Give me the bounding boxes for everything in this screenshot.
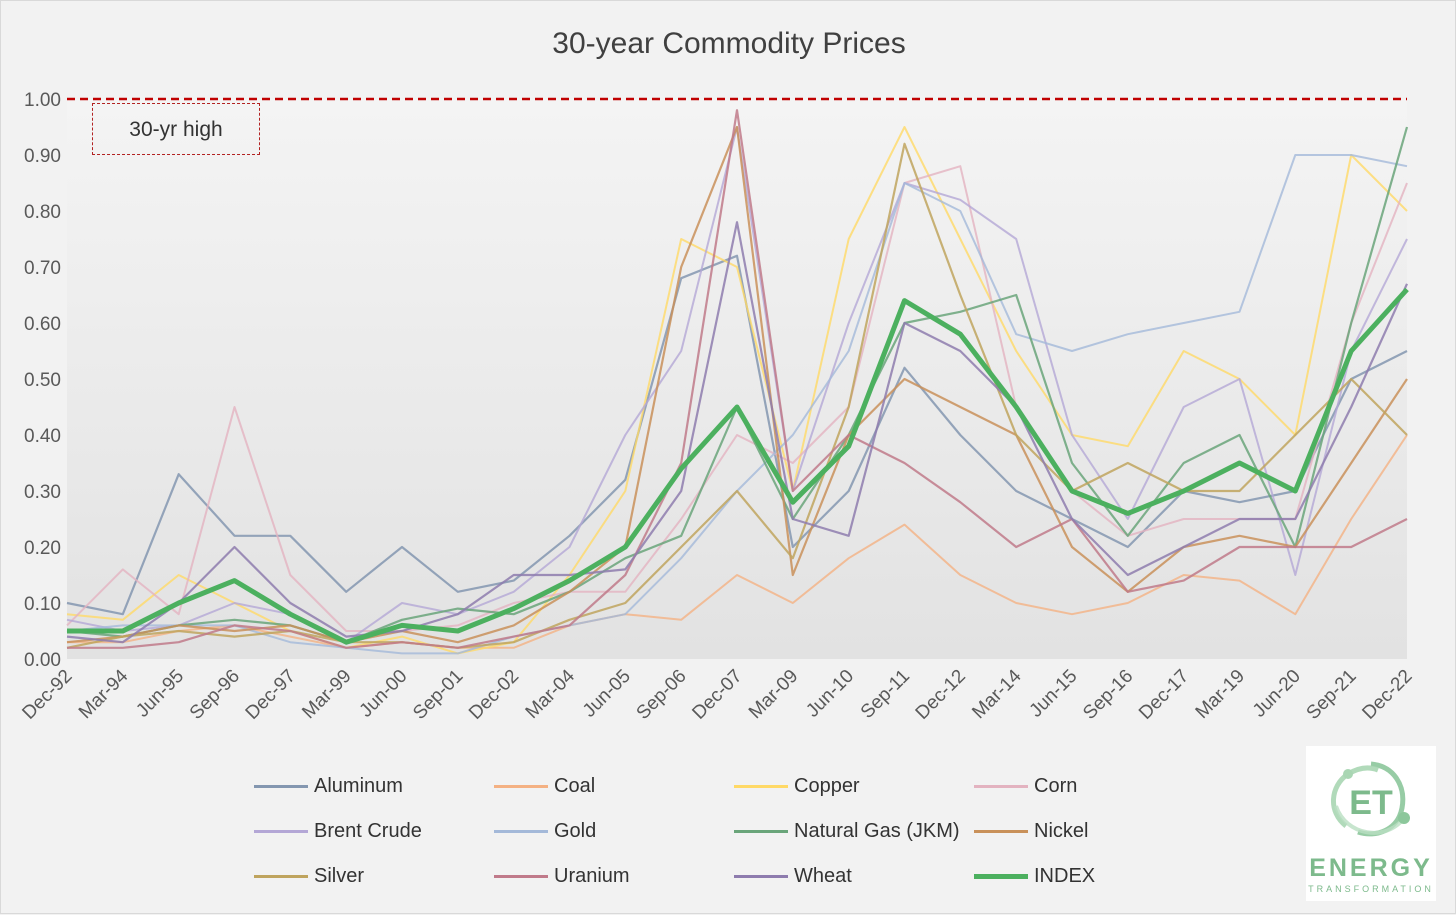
x-tick-label: Jun-10 — [802, 666, 858, 722]
x-tick-label: Dec-22 — [1358, 666, 1416, 724]
x-tick-label: Dec-97 — [242, 666, 300, 724]
legend-item-nickel: Nickel — [974, 816, 1088, 846]
logo-monogram: ET — [1349, 784, 1393, 822]
legend-item-silver: Silver — [254, 861, 364, 891]
x-tick-label: Sep-11 — [857, 666, 914, 723]
energy-transformation-logo: ET ENERGY TRANSFORMATION — [1306, 746, 1436, 901]
legend-label: Aluminum — [314, 774, 403, 797]
y-tick-label: 0.20 — [24, 538, 61, 559]
x-tick-label: Mar-09 — [745, 666, 802, 723]
series-line-index — [67, 287, 1409, 645]
legend-item-index: INDEX — [974, 861, 1095, 891]
y-tick-label: 0.50 — [24, 370, 61, 391]
legend-label: Nickel — [1034, 819, 1089, 842]
legend-item-natural-gas-jkm: Natural Gas (JKM) — [734, 816, 960, 846]
x-tick-label: Sep-96 — [186, 666, 244, 724]
x-tick-label: Jun-20 — [1249, 666, 1305, 722]
x-tick-label: Jun-95 — [132, 666, 188, 722]
legend-label: Natural Gas (JKM) — [794, 819, 960, 842]
x-tick-label: Jun-15 — [1026, 666, 1082, 722]
legend-label: Corn — [1034, 774, 1078, 797]
legend-swatch — [734, 829, 788, 833]
x-tick-label: Mar-04 — [522, 665, 580, 723]
x-tick-label: Mar-94 — [75, 665, 133, 723]
legend-label: Coal — [554, 774, 596, 797]
chart-title: 30-year Commodity Prices — [552, 27, 906, 60]
x-tick-label: Jun-05 — [579, 666, 635, 722]
logo-emblem: ET — [1331, 761, 1410, 837]
legend-item-wheat: Wheat — [734, 861, 852, 891]
x-tick-label: Mar-19 — [1192, 666, 1249, 723]
legend-swatch — [494, 829, 548, 833]
x-tick-label: Dec-12 — [912, 666, 970, 724]
legend-swatch — [254, 829, 308, 833]
y-tick-label: 0.00 — [24, 650, 61, 671]
x-tick-label: Sep-16 — [1079, 666, 1137, 724]
legend-swatch — [734, 874, 788, 878]
x-tick-label: Jun-00 — [356, 666, 412, 722]
legend-label: Copper — [794, 774, 860, 797]
legend-swatch — [734, 784, 788, 788]
legend-item-brent-crude: Brent Crude — [254, 816, 422, 846]
legend-item-gold: Gold — [494, 816, 596, 846]
legend-swatch — [974, 784, 1028, 788]
y-tick-label: 0.30 — [24, 482, 61, 503]
legend-label: Brent Crude — [314, 819, 422, 842]
series-line-uranium — [67, 109, 1408, 649]
legend-label: Gold — [554, 819, 597, 842]
series-line-corn — [66, 165, 1408, 632]
y-tick-label: 0.60 — [24, 314, 61, 335]
y-tick-label: 0.80 — [24, 202, 61, 223]
logo-subtitle: TRANSFORMATION — [1308, 884, 1434, 894]
y-tick-label: 0.90 — [24, 146, 61, 167]
y-tick-label: 0.10 — [24, 594, 61, 615]
series-line-coal — [67, 434, 1408, 649]
x-tick-label: Mar-99 — [298, 666, 355, 723]
high-annotation-label: 30-yr high — [129, 118, 223, 141]
legend-swatch — [254, 784, 308, 788]
legend-item-uranium: Uranium — [494, 861, 630, 891]
x-tick-label: Sep-21 — [1303, 666, 1361, 724]
plot-area — [67, 99, 1407, 659]
legend-item-aluminum: Aluminum — [254, 771, 403, 801]
legend-swatch — [974, 873, 1028, 879]
legend-label: Wheat — [794, 864, 852, 887]
y-tick-label: 0.40 — [24, 426, 61, 447]
legend-item-copper: Copper — [734, 771, 860, 801]
legend-label: Silver — [314, 864, 365, 887]
legend-item-corn: Corn — [974, 771, 1077, 801]
x-tick-label: Dec-02 — [465, 666, 523, 724]
x-tick-label: Dec-92 — [18, 666, 76, 724]
legend-label: INDEX — [1034, 864, 1096, 887]
logo-word: ENERGY — [1309, 854, 1433, 882]
legend-swatch — [974, 829, 1028, 833]
x-tick-label: Sep-06 — [633, 666, 691, 724]
series-line-wheat — [66, 221, 1409, 644]
x-tick-label: Mar-14 — [968, 665, 1026, 723]
x-tick-label: Dec-07 — [688, 666, 746, 724]
y-tick-label: 1.00 — [24, 90, 61, 111]
legend-label: Uranium — [554, 864, 630, 887]
x-tick-label: Sep-01 — [409, 666, 467, 724]
x-tick-label: Dec-17 — [1135, 666, 1193, 724]
legend-swatch — [254, 874, 308, 878]
y-tick-label: 0.70 — [24, 258, 61, 279]
legend-swatch — [494, 784, 548, 788]
legend-item-coal: Coal — [494, 771, 595, 801]
high-annotation-box: 30-yr high — [92, 103, 260, 155]
legend-swatch — [494, 874, 548, 878]
